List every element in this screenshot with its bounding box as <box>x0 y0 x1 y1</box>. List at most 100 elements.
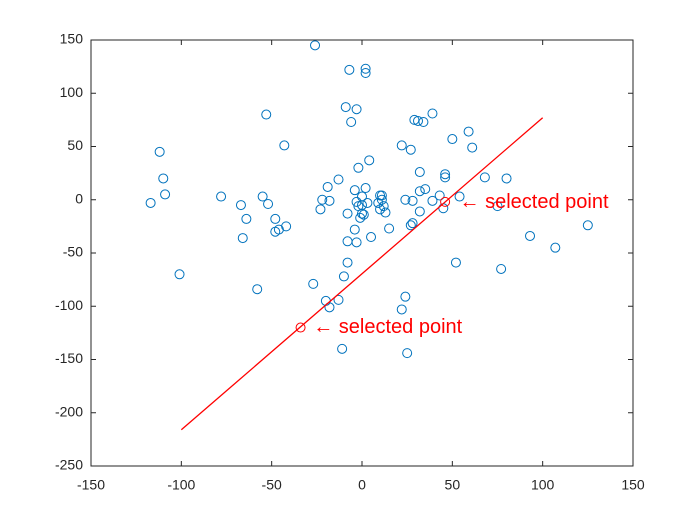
point <box>405 220 416 231</box>
point <box>501 173 512 184</box>
point <box>360 68 371 79</box>
point <box>414 167 425 178</box>
point <box>440 169 451 180</box>
point <box>440 196 451 207</box>
point <box>349 224 360 235</box>
point <box>384 223 395 234</box>
point <box>158 173 169 184</box>
point <box>257 191 268 202</box>
point <box>447 134 458 145</box>
x-tick-label: -150 <box>77 477 105 493</box>
point <box>353 162 364 173</box>
y-tick-label: -100 <box>55 297 83 313</box>
point <box>351 104 362 115</box>
point <box>582 220 593 231</box>
point <box>479 172 490 183</box>
point <box>427 195 438 206</box>
point <box>338 271 349 282</box>
point <box>360 183 371 194</box>
point <box>405 144 416 155</box>
point <box>413 115 424 126</box>
point <box>145 197 156 208</box>
plot-area <box>90 39 634 467</box>
y-tick-label: -50 <box>63 244 83 260</box>
point <box>154 146 165 157</box>
point <box>418 117 429 128</box>
point <box>355 212 366 223</box>
point <box>407 218 418 229</box>
x-tick-label: 100 <box>531 477 555 493</box>
point <box>270 213 281 224</box>
point <box>252 284 263 295</box>
point <box>362 197 373 208</box>
x-tick-label: 0 <box>358 477 366 493</box>
point <box>342 236 353 247</box>
point <box>342 257 353 268</box>
point <box>295 322 306 333</box>
point <box>440 172 451 183</box>
point <box>273 224 284 235</box>
point <box>396 140 407 151</box>
y-tick-label: 100 <box>60 84 84 100</box>
point <box>261 109 272 120</box>
point <box>237 233 248 244</box>
point <box>420 184 431 195</box>
point <box>351 196 362 207</box>
point <box>315 204 326 215</box>
point <box>496 263 507 274</box>
y-tick-label: 50 <box>67 137 83 153</box>
point <box>525 230 536 241</box>
point <box>340 102 351 113</box>
point <box>364 155 375 166</box>
annotation: ← selected point <box>460 191 609 213</box>
point <box>376 194 387 205</box>
point <box>353 201 364 212</box>
point <box>342 208 353 219</box>
point <box>434 190 445 201</box>
point <box>378 201 389 212</box>
point <box>550 242 561 253</box>
point <box>317 194 328 205</box>
y-tick-label: -250 <box>55 457 83 473</box>
point <box>346 117 357 128</box>
point <box>376 190 387 201</box>
point <box>463 126 474 137</box>
line <box>180 117 544 431</box>
point <box>281 221 292 232</box>
point <box>375 204 386 215</box>
y-tick-label: -200 <box>55 403 83 419</box>
point <box>407 195 418 206</box>
point <box>308 278 319 289</box>
point <box>174 269 185 280</box>
point <box>241 213 252 224</box>
point <box>216 191 227 202</box>
point <box>396 304 407 315</box>
point <box>402 348 413 359</box>
point <box>400 291 411 302</box>
point <box>337 343 348 354</box>
x-tick-label: -50 <box>262 477 282 493</box>
point <box>427 108 438 119</box>
point <box>360 63 371 74</box>
point <box>324 302 335 313</box>
point <box>349 185 360 196</box>
y-tick-label: 0 <box>75 190 83 206</box>
point <box>310 40 321 51</box>
point <box>333 294 344 305</box>
point <box>450 257 461 268</box>
point <box>235 200 246 211</box>
point <box>263 199 274 210</box>
annotation: ← selected point <box>313 316 462 338</box>
point <box>358 209 369 220</box>
point <box>324 195 335 206</box>
point <box>366 232 377 243</box>
point <box>454 191 465 202</box>
point <box>279 140 290 151</box>
y-tick-label: -150 <box>55 350 83 366</box>
point <box>344 64 355 75</box>
point <box>414 206 425 217</box>
x-tick-label: 50 <box>445 477 461 493</box>
point <box>492 201 503 212</box>
point <box>400 194 411 205</box>
